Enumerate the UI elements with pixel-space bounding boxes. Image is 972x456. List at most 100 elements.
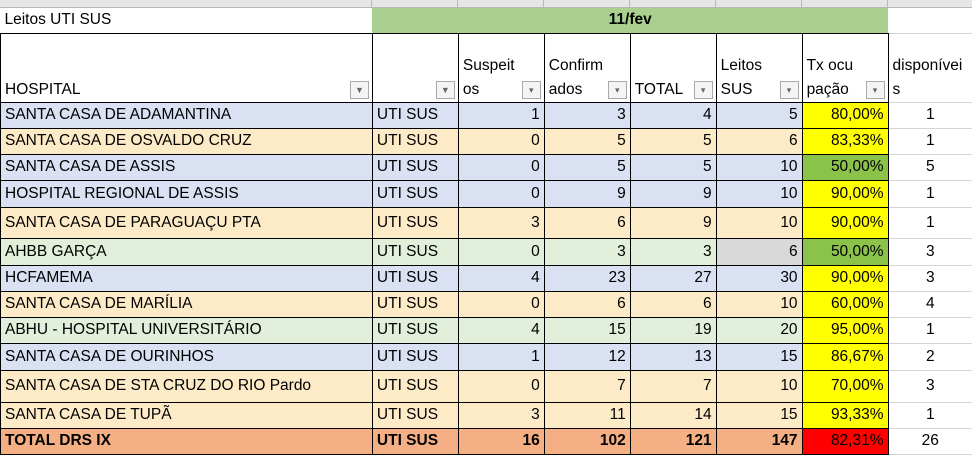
cell-hospital[interactable]: TOTAL DRS IX bbox=[0, 427, 373, 455]
cell-hospital[interactable]: SANTA CASA DE PARAGUAÇU PTA bbox=[0, 206, 373, 239]
filter-dropdown-icon[interactable]: ▾ bbox=[607, 80, 627, 99]
cell-hospital[interactable]: HCFAMEMA bbox=[0, 264, 373, 292]
header-total[interactable]: TOTAL ▾ bbox=[629, 32, 717, 103]
cell-hospital[interactable]: ABHU - HOSPITAL UNIVERSITÁRIO bbox=[0, 316, 373, 344]
filter-dropdown-icon[interactable]: ▾ bbox=[779, 80, 799, 99]
cell-disp[interactable]: 2 bbox=[888, 343, 972, 371]
cell-total[interactable]: 5 bbox=[629, 127, 717, 155]
empty-cell[interactable] bbox=[888, 8, 972, 34]
cell-confirmados[interactable]: 6 bbox=[543, 206, 631, 239]
cell-leitos[interactable]: 30 bbox=[715, 264, 803, 292]
cell-leitos[interactable]: 10 bbox=[715, 153, 803, 181]
header-disponiveis[interactable]: disponíveis bbox=[888, 33, 972, 103]
cell-leitos[interactable]: 5 bbox=[715, 101, 803, 129]
cell-hospital[interactable]: SANTA CASA DE MARÍLIA bbox=[0, 290, 373, 318]
filter-dropdown-icon[interactable]: ▾ bbox=[693, 80, 713, 99]
cell-disp[interactable]: 1 bbox=[888, 317, 972, 344]
cell-hospital[interactable]: AHBB GARÇA bbox=[0, 237, 373, 266]
cell-confirmados[interactable]: 9 bbox=[543, 179, 631, 208]
cell-confirmados[interactable]: 6 bbox=[543, 290, 631, 318]
cell-tipo[interactable]: UTI SUS bbox=[371, 290, 459, 318]
cell-suspeitos[interactable]: 16 bbox=[457, 427, 545, 455]
cell-confirmados[interactable]: 23 bbox=[543, 264, 631, 292]
cell-hospital[interactable]: SANTA CASA DE OSVALDO CRUZ bbox=[0, 127, 373, 155]
cell-tipo[interactable]: UTI SUS bbox=[371, 369, 459, 403]
cell-disp[interactable]: 1 bbox=[888, 180, 972, 208]
cell-tipo[interactable]: UTI SUS bbox=[371, 342, 459, 371]
cell-leitos[interactable]: 6 bbox=[715, 127, 803, 155]
cell-total[interactable]: 13 bbox=[629, 342, 717, 371]
filter-active-icon[interactable]: ▼ bbox=[349, 80, 369, 99]
cell-hospital[interactable]: SANTA CASA DE ADAMANTINA bbox=[0, 101, 373, 129]
cell-confirmados[interactable]: 5 bbox=[543, 127, 631, 155]
cell-total[interactable]: 7 bbox=[629, 369, 717, 403]
cell-disp[interactable]: 3 bbox=[888, 265, 972, 292]
cell-suspeitos[interactable]: 0 bbox=[457, 290, 545, 318]
cell-confirmados[interactable]: 5 bbox=[543, 153, 631, 181]
cell-hospital[interactable]: SANTA CASA DE TUPÃ bbox=[0, 401, 373, 429]
cell-tx[interactable]: 93,33% bbox=[801, 401, 889, 429]
header-suspeitos[interactable]: Suspeitos ▾ bbox=[457, 32, 545, 103]
cell-tx[interactable]: 50,00% bbox=[801, 153, 889, 181]
cell-disp[interactable]: 3 bbox=[888, 370, 972, 403]
header-hospital[interactable]: HOSPITAL ▼ bbox=[0, 32, 373, 103]
cell-confirmados[interactable]: 15 bbox=[543, 316, 631, 344]
cell-disp[interactable]: 1 bbox=[888, 102, 972, 129]
cell-suspeitos[interactable]: 0 bbox=[457, 237, 545, 266]
cell-confirmados[interactable]: 3 bbox=[543, 101, 631, 129]
filter-dropdown-icon[interactable]: ▾ bbox=[865, 80, 885, 99]
cell-suspeitos[interactable]: 1 bbox=[457, 342, 545, 371]
cell-suspeitos[interactable]: 1 bbox=[457, 101, 545, 129]
cell-disp[interactable]: 3 bbox=[888, 238, 972, 266]
cell-tipo[interactable]: UTI SUS bbox=[371, 101, 459, 129]
cell-total[interactable]: 27 bbox=[629, 264, 717, 292]
cell-disp[interactable]: 1 bbox=[888, 402, 972, 429]
cell-tx[interactable]: 83,33% bbox=[801, 127, 889, 155]
cell-tx[interactable]: 90,00% bbox=[801, 264, 889, 292]
cell-disp[interactable]: 1 bbox=[888, 128, 972, 155]
cell-tipo[interactable]: UTI SUS bbox=[371, 316, 459, 344]
cell-leitos[interactable]: 10 bbox=[715, 290, 803, 318]
header-confirmados[interactable]: Confirmados ▾ bbox=[543, 32, 631, 103]
cell-tipo[interactable]: UTI SUS bbox=[371, 153, 459, 181]
cell-total[interactable]: 5 bbox=[629, 153, 717, 181]
cell-suspeitos[interactable]: 3 bbox=[457, 401, 545, 429]
cell-hospital[interactable]: SANTA CASA DE ASSIS bbox=[0, 153, 373, 181]
cell-tx[interactable]: 70,00% bbox=[801, 369, 889, 403]
cell-suspeitos[interactable]: 3 bbox=[457, 206, 545, 239]
cell-total[interactable]: 19 bbox=[629, 316, 717, 344]
cell-tipo[interactable]: UTI SUS bbox=[371, 237, 459, 266]
cell-suspeitos[interactable]: 0 bbox=[457, 179, 545, 208]
cell-total[interactable]: 14 bbox=[629, 401, 717, 429]
cell-disp[interactable]: 4 bbox=[888, 291, 972, 318]
cell-tipo[interactable]: UTI SUS bbox=[371, 127, 459, 155]
cell-disp[interactable]: 26 bbox=[888, 428, 972, 455]
cell-tx[interactable]: 86,67% bbox=[801, 342, 889, 371]
header-leitos-sus[interactable]: Leitos SUS ▾ bbox=[715, 32, 803, 103]
cell-leitos[interactable]: 20 bbox=[715, 316, 803, 344]
cell-tipo[interactable]: UTI SUS bbox=[371, 206, 459, 239]
cell-suspeitos[interactable]: 4 bbox=[457, 264, 545, 292]
filter-dropdown-icon[interactable]: ▾ bbox=[521, 80, 541, 99]
cell-hospital[interactable]: HOSPITAL REGIONAL DE ASSIS bbox=[0, 179, 373, 208]
cell-suspeitos[interactable]: 0 bbox=[457, 127, 545, 155]
date-header[interactable]: 11/fev bbox=[372, 8, 889, 34]
cell-suspeitos[interactable]: 4 bbox=[457, 316, 545, 344]
cell-tipo[interactable]: UTI SUS bbox=[371, 427, 459, 455]
cell-total[interactable]: 6 bbox=[629, 290, 717, 318]
cell-leitos[interactable]: 6 bbox=[715, 237, 803, 266]
cell-confirmados[interactable]: 7 bbox=[543, 369, 631, 403]
cell-tx[interactable]: 60,00% bbox=[801, 290, 889, 318]
cell-leitos[interactable]: 10 bbox=[715, 206, 803, 239]
cell-tx[interactable]: 82,31% bbox=[801, 427, 889, 455]
cell-disp[interactable]: 5 bbox=[888, 154, 972, 181]
cell-total[interactable]: 121 bbox=[629, 427, 717, 455]
sheet-title[interactable]: Leitos UTI SUS bbox=[0, 8, 373, 34]
cell-leitos[interactable]: 147 bbox=[715, 427, 803, 455]
cell-tx[interactable]: 80,00% bbox=[801, 101, 889, 129]
cell-tx[interactable]: 95,00% bbox=[801, 316, 889, 344]
header-tx-ocupacao[interactable]: Tx ocupação ▾ bbox=[801, 32, 889, 103]
cell-hospital[interactable]: SANTA CASA DE OURINHOS bbox=[0, 342, 373, 371]
cell-tx[interactable]: 90,00% bbox=[801, 206, 889, 239]
cell-leitos[interactable]: 15 bbox=[715, 342, 803, 371]
